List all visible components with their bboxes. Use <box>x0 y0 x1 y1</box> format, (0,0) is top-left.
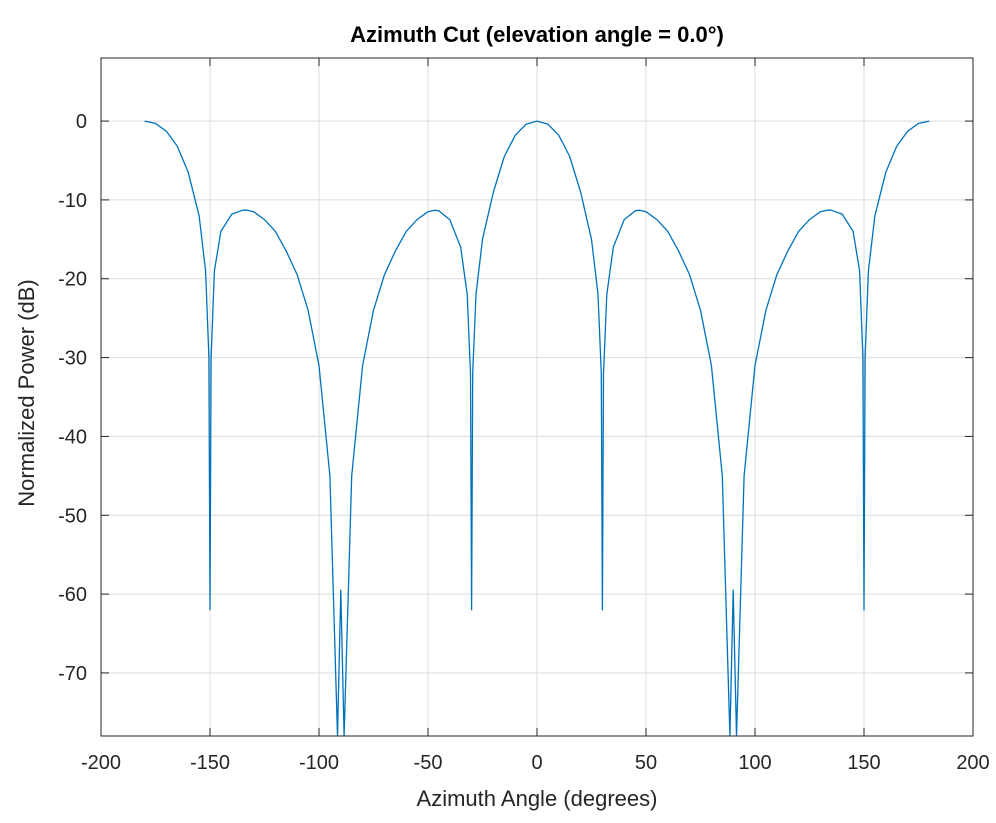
y-axis-title: Normalized Power (dB) <box>14 279 39 506</box>
chart-title: Azimuth Cut (elevation angle = 0.0°) <box>350 22 724 47</box>
x-tick-label: -100 <box>299 752 339 774</box>
x-tick-label: 150 <box>847 752 880 774</box>
x-tick-label: 0 <box>531 752 542 774</box>
y-tick-label: -70 <box>58 663 87 685</box>
x-tick-label: -50 <box>414 752 443 774</box>
grid <box>100 58 974 736</box>
y-tick-label: -20 <box>58 269 87 291</box>
x-tick-label: -150 <box>190 752 230 774</box>
y-tick-label: 0 <box>76 111 87 133</box>
y-tick-label: -10 <box>58 190 87 212</box>
series-layer <box>144 120 930 736</box>
x-tick-label: 200 <box>956 752 989 774</box>
ticks: -200 -150 -100 -50 0 50 100 150 200 0 -10 -20 -30 -40… <box>58 58 990 774</box>
y-tick-label: -50 <box>58 505 87 527</box>
x-tick-label: 100 <box>738 752 771 774</box>
series-line-0 <box>144 120 930 736</box>
x-axis-title: Azimuth Angle (degrees) <box>417 786 658 811</box>
y-tick-label: -40 <box>58 426 87 448</box>
x-tick-label: 50 <box>635 752 657 774</box>
y-tick-label: -30 <box>58 348 87 370</box>
x-tick-label: -200 <box>81 752 121 774</box>
y-tick-label: -60 <box>58 584 87 606</box>
